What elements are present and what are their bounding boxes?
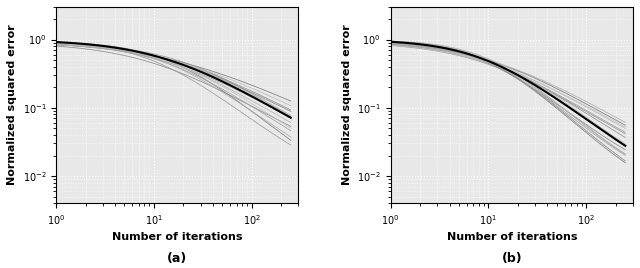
X-axis label: Number of iterations: Number of iterations [447, 232, 577, 242]
Y-axis label: Normalized squared error: Normalized squared error [342, 25, 351, 185]
Y-axis label: Normalized squared error: Normalized squared error [7, 25, 17, 185]
X-axis label: Number of iterations: Number of iterations [112, 232, 243, 242]
Text: (a): (a) [167, 252, 188, 265]
Text: (b): (b) [502, 252, 522, 265]
